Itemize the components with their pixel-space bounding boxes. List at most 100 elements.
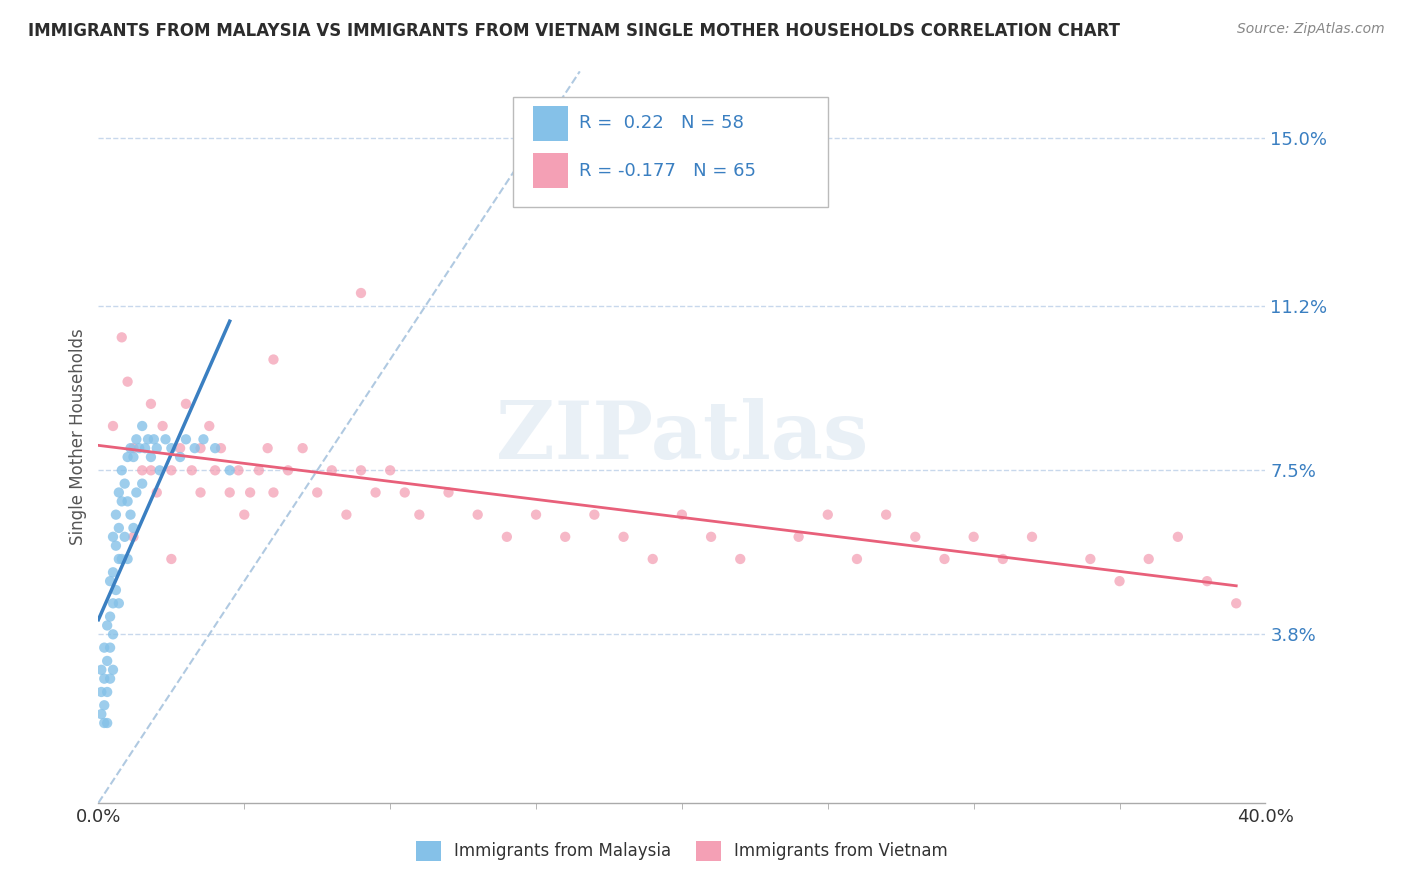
Point	[101, 530, 124, 544]
Point	[125, 485, 148, 500]
Point	[98, 609, 121, 624]
Point	[93, 640, 115, 655]
Point	[111, 463, 134, 477]
Point	[364, 485, 387, 500]
Point	[247, 463, 270, 477]
Point	[239, 485, 262, 500]
Point	[149, 463, 172, 477]
Bar	[533, 106, 568, 141]
Point	[180, 463, 202, 477]
Point	[228, 463, 250, 477]
Point	[117, 375, 139, 389]
Point	[125, 432, 148, 446]
Point	[1137, 552, 1160, 566]
Point	[233, 508, 256, 522]
Bar	[533, 153, 568, 188]
Point	[111, 494, 134, 508]
Point	[700, 530, 723, 544]
Point	[108, 485, 131, 500]
Point	[96, 654, 118, 668]
Point	[262, 485, 284, 500]
Point	[160, 463, 183, 477]
Point	[90, 663, 112, 677]
Point	[1225, 596, 1247, 610]
Point	[90, 707, 112, 722]
Point	[612, 530, 634, 544]
Point	[198, 419, 221, 434]
Point	[93, 672, 115, 686]
Text: R = -0.177   N = 65: R = -0.177 N = 65	[579, 161, 756, 180]
Point	[111, 330, 134, 344]
Point	[583, 508, 606, 522]
Point	[204, 441, 226, 455]
Point	[875, 508, 897, 522]
Point	[554, 530, 576, 544]
Point	[98, 672, 121, 686]
Point	[96, 716, 118, 731]
Point	[934, 552, 956, 566]
Point	[98, 640, 121, 655]
Point	[1021, 530, 1043, 544]
Point	[1167, 530, 1189, 544]
Point	[817, 508, 839, 522]
Point	[524, 508, 547, 522]
Point	[146, 485, 169, 500]
Point	[101, 419, 124, 434]
Point	[117, 552, 139, 566]
Point	[128, 441, 150, 455]
Point	[1080, 552, 1102, 566]
Point	[108, 596, 131, 610]
Point	[122, 441, 145, 455]
Point	[108, 521, 131, 535]
Point	[321, 463, 343, 477]
Point	[169, 441, 191, 455]
Text: R =  0.22   N = 58: R = 0.22 N = 58	[579, 114, 744, 132]
Point	[122, 530, 145, 544]
Point	[93, 698, 115, 713]
Point	[96, 618, 118, 632]
Point	[104, 508, 127, 522]
Text: Source: ZipAtlas.com: Source: ZipAtlas.com	[1237, 22, 1385, 37]
Point	[1108, 574, 1130, 589]
Point	[104, 539, 127, 553]
Point	[146, 441, 169, 455]
Text: IMMIGRANTS FROM MALAYSIA VS IMMIGRANTS FROM VIETNAM SINGLE MOTHER HOUSEHOLDS COR: IMMIGRANTS FROM MALAYSIA VS IMMIGRANTS F…	[28, 22, 1121, 40]
Point	[291, 441, 314, 455]
Point	[139, 450, 162, 464]
Point	[120, 441, 142, 455]
Point	[114, 530, 136, 544]
Point	[380, 463, 402, 477]
Point	[139, 463, 162, 477]
Point	[160, 441, 183, 455]
Point	[93, 716, 115, 731]
Point	[155, 432, 177, 446]
Point	[991, 552, 1014, 566]
Point	[101, 663, 124, 677]
Text: ZIPatlas: ZIPatlas	[496, 398, 868, 476]
Point	[204, 463, 226, 477]
Point	[262, 352, 284, 367]
Point	[139, 397, 162, 411]
Point	[120, 508, 142, 522]
Point	[408, 508, 430, 522]
Point	[101, 596, 124, 610]
Point	[437, 485, 460, 500]
Point	[169, 450, 191, 464]
Point	[350, 463, 373, 477]
Point	[787, 530, 810, 544]
Point	[104, 582, 127, 597]
Y-axis label: Single Mother Households: Single Mother Households	[69, 329, 87, 545]
FancyBboxPatch shape	[513, 97, 828, 207]
Point	[496, 530, 519, 544]
Point	[256, 441, 278, 455]
Point	[962, 530, 984, 544]
Point	[218, 485, 240, 500]
Point	[307, 485, 329, 500]
Point	[174, 397, 197, 411]
Point	[394, 485, 416, 500]
Point	[209, 441, 232, 455]
Point	[190, 485, 212, 500]
Point	[117, 494, 139, 508]
Point	[904, 530, 927, 544]
Point	[190, 441, 212, 455]
